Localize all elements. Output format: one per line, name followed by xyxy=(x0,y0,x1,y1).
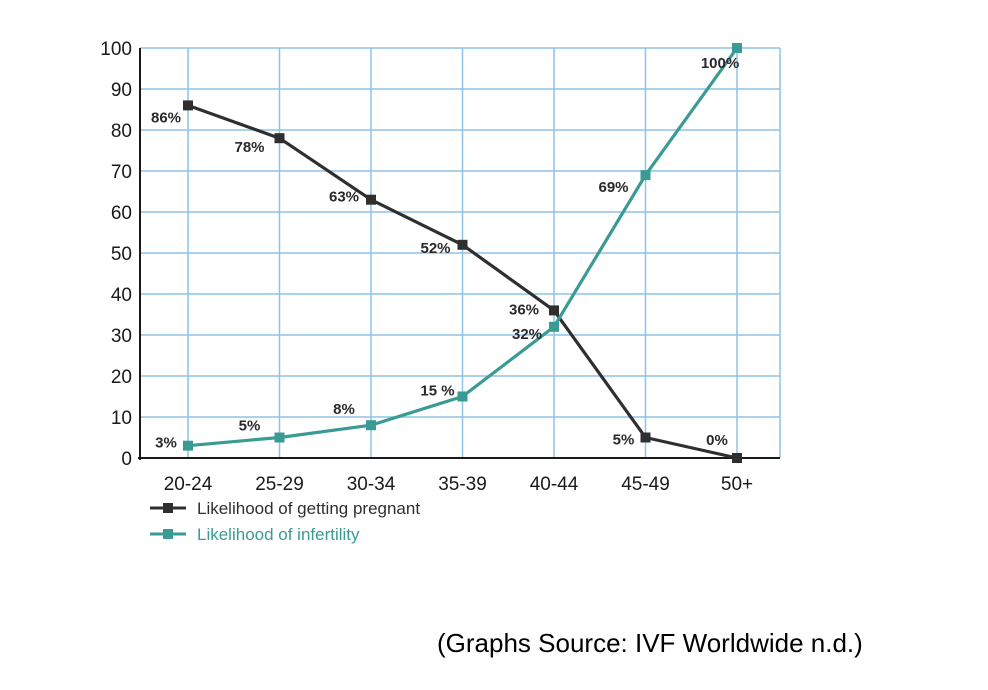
data-point-marker xyxy=(274,133,285,144)
data-label: 86% xyxy=(151,109,181,126)
data-point-marker xyxy=(640,170,651,181)
axes: 0 10 20 30 40 50 60 70 80 90 100 20-24 25-29 30-34 35-… xyxy=(100,39,780,495)
data-point-marker xyxy=(732,453,742,463)
x-tick-label: 30-34 xyxy=(347,474,396,495)
data-label: 100% xyxy=(701,55,739,72)
data-label: 15 % xyxy=(420,383,454,400)
source-caption: (Graphs Source: IVF Worldwide n.d.) xyxy=(437,628,863,658)
series-2 xyxy=(183,43,742,451)
data-point-marker xyxy=(732,43,742,53)
y-tick-label: 20 xyxy=(111,367,132,388)
data-label: 3% xyxy=(155,435,177,452)
data-label: 52% xyxy=(420,240,450,257)
data-label: 36% xyxy=(509,301,539,318)
data-point-marker xyxy=(366,194,376,205)
y-tick-label: 0 xyxy=(121,449,132,470)
y-tick-label: 40 xyxy=(111,285,132,306)
data-label: 32% xyxy=(512,326,542,343)
grid xyxy=(140,47,781,459)
data-label: 5% xyxy=(239,418,261,435)
data-point-marker xyxy=(549,321,559,332)
legend-swatch-marker xyxy=(163,503,173,513)
x-tick-label: 45-49 xyxy=(621,474,670,495)
legend-label: Likelihood of getting pregnant xyxy=(197,499,420,518)
x-tick-label: 35-39 xyxy=(438,474,487,495)
data-point-marker xyxy=(640,432,651,443)
x-tick-label: 25-29 xyxy=(255,474,304,495)
series-1 xyxy=(183,100,742,463)
y-tick-label: 70 xyxy=(111,162,132,183)
data-point-marker xyxy=(274,432,285,443)
y-tick-label: 60 xyxy=(111,203,132,224)
data-point-marker xyxy=(183,100,193,111)
legend: Likelihood of getting pregnant Likelihood… xyxy=(150,499,420,544)
legend-label: Likelihood of infertility xyxy=(197,525,360,544)
data-point-marker xyxy=(183,440,193,451)
y-tick-label: 80 xyxy=(111,121,132,142)
data-label: 69% xyxy=(598,179,628,196)
data-point-marker xyxy=(457,391,468,402)
data-labels: 86% 78% 63% 52% 36% 5% 0% 3% 5% 8% 15 % 32% 69% 100% xyxy=(151,55,739,452)
series-layer xyxy=(183,43,742,463)
data-point-marker xyxy=(366,420,376,431)
y-tick-label: 50 xyxy=(111,244,132,265)
y-tick-label: 10 xyxy=(111,408,132,429)
x-tick-label: 20-24 xyxy=(164,474,213,495)
legend-item-1: Likelihood of getting pregnant xyxy=(150,499,420,518)
data-point-marker xyxy=(457,239,468,250)
x-tick-label: 50+ xyxy=(721,474,753,495)
data-label: 0% xyxy=(706,432,728,449)
line-chart: 0 10 20 30 40 50 60 70 80 90 100 20-24 25-29 30-34 35-… xyxy=(100,39,781,544)
x-tick-label: 40-44 xyxy=(530,474,579,495)
data-point-marker xyxy=(549,305,559,316)
data-label: 78% xyxy=(234,139,264,156)
data-label: 63% xyxy=(329,189,359,206)
legend-swatch-marker xyxy=(163,529,173,539)
legend-item-2: Likelihood of infertility xyxy=(150,525,360,544)
data-label: 8% xyxy=(333,401,355,418)
data-label: 5% xyxy=(613,432,635,449)
y-tick-label: 100 xyxy=(100,39,132,60)
y-tick-label: 90 xyxy=(111,80,132,101)
y-tick-label: 30 xyxy=(111,326,132,347)
